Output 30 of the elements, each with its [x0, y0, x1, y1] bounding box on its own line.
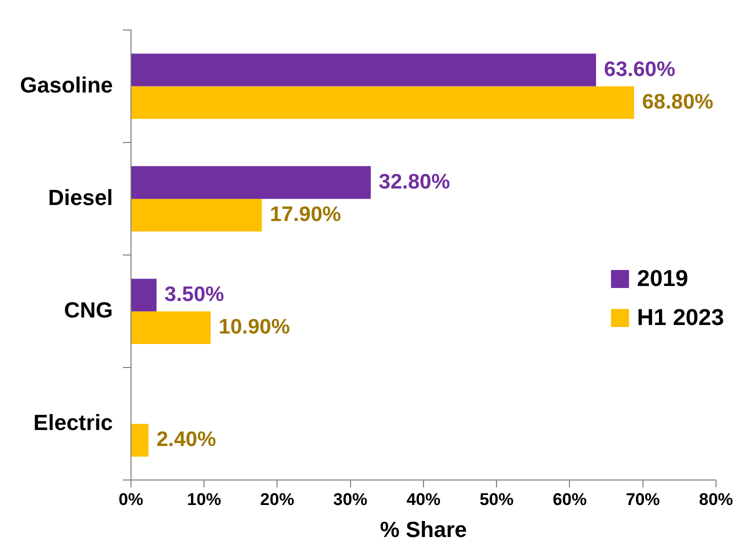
bar — [131, 54, 596, 86]
legend-label: H1 2023 — [637, 304, 724, 331]
data-label: 63.60% — [604, 58, 676, 81]
data-label: 3.50% — [164, 282, 224, 306]
bar — [131, 278, 157, 312]
x-tick-label: 30% — [333, 490, 368, 510]
x-tick-label: 10% — [187, 490, 222, 510]
x-tick-label: 60% — [552, 490, 587, 510]
x-tick-label: 50% — [480, 490, 514, 510]
bar — [131, 198, 262, 232]
x-tick-label: 70% — [626, 490, 660, 510]
x-axis-title: % Share — [380, 516, 467, 542]
bar — [131, 166, 371, 199]
legend-label: 2019 — [637, 265, 688, 292]
bar — [131, 86, 634, 119]
y-tick-label: Diesel — [48, 184, 113, 210]
y-tick-label: CNG — [64, 297, 113, 322]
x-tick-label: 0% — [118, 490, 144, 510]
x-tick-label: 20% — [260, 490, 294, 510]
data-label: 32.80% — [378, 170, 450, 194]
bar — [131, 424, 148, 457]
x-tick-label: 40% — [406, 490, 440, 510]
data-label: 68.80% — [642, 90, 714, 114]
data-label: 17.90% — [270, 202, 342, 226]
data-label: 10.90% — [218, 315, 290, 338]
y-tick-label: Electric — [33, 410, 113, 435]
data-label: 2.40% — [156, 428, 216, 452]
y-tick-label: Gasoline — [20, 72, 113, 98]
x-tick-label: 80% — [698, 490, 734, 510]
bar — [131, 311, 211, 344]
